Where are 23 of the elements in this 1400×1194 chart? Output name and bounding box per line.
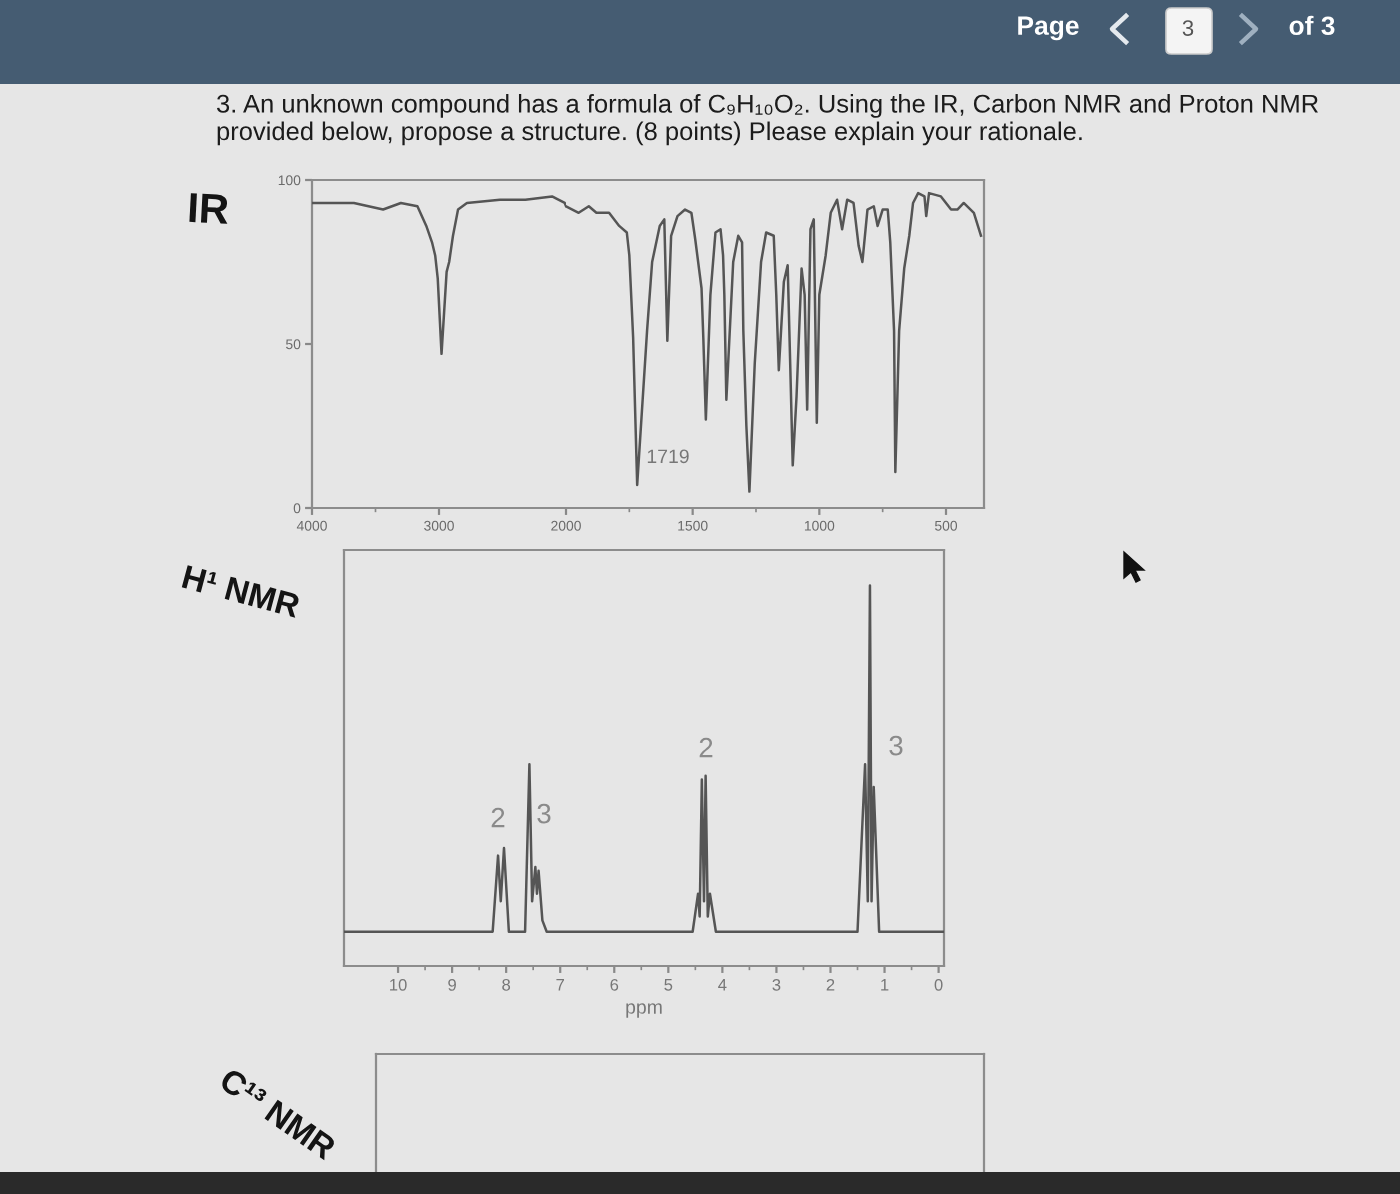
x-tick-label: 7 <box>556 979 565 991</box>
x-tick-label: 1 <box>881 979 889 991</box>
annotation: 2 <box>491 807 505 828</box>
text: of 3 <box>1289 15 1335 36</box>
x-tick-label: 0 <box>934 978 943 991</box>
x-tick-label: 4 <box>718 979 727 991</box>
chart-title: IR <box>189 193 229 224</box>
x-tick-label: 3 <box>772 978 781 991</box>
x-tick-label: 5 <box>664 979 673 991</box>
text: 3 <box>1182 20 1194 36</box>
x-tick-label: 8 <box>502 978 511 991</box>
x-tick-label: 9 <box>448 978 456 991</box>
text: 3. An unknown compound has a formula of C₉H₁₀O₂. Using the IR, Carbon NMR and Proton NMR provided below, propose a structure. (8 points) Please explain your rationale. <box>216 94 1318 146</box>
text: Page <box>1018 16 1079 41</box>
x-axis-title: ppm <box>626 1003 662 1018</box>
annotation: 3 <box>537 803 551 824</box>
x-tick-label: 6 <box>610 978 619 991</box>
annotation: 2 <box>699 737 713 758</box>
annotation: 3 <box>889 735 903 756</box>
x-tick-label: 10 <box>390 978 407 991</box>
x-tick-label: 2 <box>826 978 835 991</box>
annotation: 1719 <box>647 449 689 464</box>
chart-title: H¹ NMR <box>181 565 302 618</box>
